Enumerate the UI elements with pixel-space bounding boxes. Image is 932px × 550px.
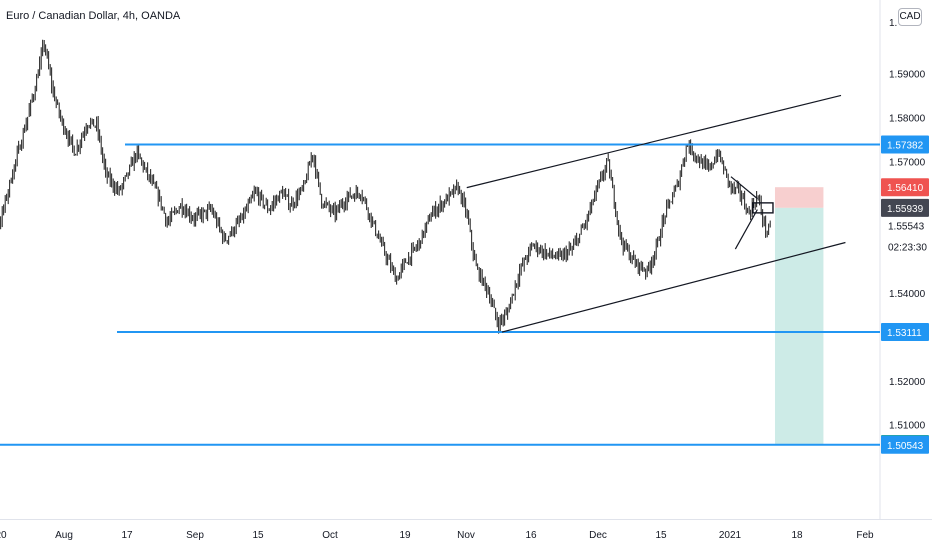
price-tick-label: 1.57000 — [889, 157, 926, 168]
chart-title: Euro / Canadian Dollar, 4h, OANDA — [6, 10, 181, 22]
price-tick-label: 1.52000 — [889, 377, 926, 388]
price-label-badge[interactable] — [881, 135, 929, 154]
candles — [0, 39, 771, 334]
triangle-lower-line[interactable] — [734, 209, 758, 250]
price-axis[interactable]: 1.59000 1.58000 1.57000 1.54000 1.52000 1.510… — [881, 18, 929, 454]
price-label-badge[interactable] — [881, 323, 929, 342]
price-tick-label: 1.59000 — [889, 69, 926, 80]
channel-upper-line[interactable] — [466, 94, 842, 189]
time-tick-label: 19 — [399, 530, 411, 541]
price-label-text: 1.57382 — [887, 141, 924, 152]
price-label-text: 1.53111 — [887, 328, 922, 339]
time-tick-label: Dec — [589, 530, 607, 541]
time-tick-label: Oct — [322, 530, 338, 541]
currency-badge[interactable]: CAD — [898, 8, 922, 26]
price-tick-label: 1.54000 — [889, 289, 926, 300]
price-readout-label: 1.55543 — [888, 221, 925, 232]
price-tick-label: 1. — [889, 18, 897, 29]
chart-background — [0, 0, 932, 520]
entry-marker[interactable] — [752, 202, 774, 214]
channel-lower-line[interactable] — [501, 241, 846, 333]
time-tick-label: 17 — [121, 530, 133, 541]
position-zones — [774, 187, 824, 444]
time-axis[interactable]: 20 Aug 17 Sep 15 Oct 19 Nov 16 Dec 15 2021 18 Feb — [0, 530, 874, 541]
time-tick-label: 20 — [0, 530, 7, 541]
price-tick-label: 1.58000 — [889, 113, 926, 124]
triangle-upper-line[interactable] — [730, 176, 758, 200]
price-label-text: 1.56410 — [887, 183, 924, 194]
drawings[interactable] — [466, 94, 846, 333]
time-tick-label: 15 — [655, 530, 667, 541]
price-label-text: 1.50543 — [887, 441, 924, 452]
stop-loss-zone[interactable] — [774, 187, 824, 208]
price-label-text: 1.55939 — [887, 204, 924, 215]
horizontal-levels[interactable] — [0, 143, 880, 446]
time-tick-label: 18 — [791, 530, 803, 541]
price-readout-label: 02:23:30 — [888, 242, 927, 253]
time-tick-label: 15 — [252, 530, 264, 541]
time-tick-label: Nov — [457, 530, 475, 541]
time-tick-label: Sep — [186, 530, 204, 541]
time-tick-label: Feb — [856, 530, 874, 541]
take-profit-zone[interactable] — [774, 207, 824, 444]
time-tick-label: 16 — [525, 530, 537, 541]
price-tick-label: 1.51000 — [889, 421, 926, 432]
price-label-badge[interactable] — [881, 435, 929, 454]
price-label-badge[interactable] — [881, 178, 929, 197]
time-tick-label: 2021 — [719, 530, 742, 541]
time-tick-label: Aug — [55, 530, 73, 541]
price-label-badge[interactable] — [881, 198, 929, 217]
